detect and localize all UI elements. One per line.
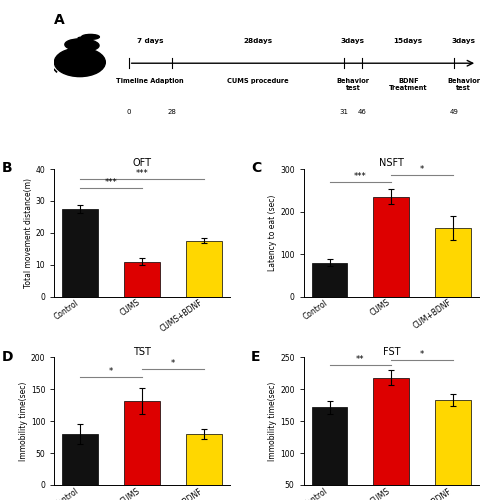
Text: 49: 49 — [450, 109, 459, 115]
Bar — [62, 209, 98, 296]
Text: ***: *** — [136, 168, 149, 177]
Text: 3days: 3days — [452, 38, 476, 44]
Text: *: * — [420, 166, 424, 174]
Text: D: D — [1, 350, 13, 364]
Text: 7 days: 7 days — [137, 38, 164, 44]
Ellipse shape — [82, 34, 99, 40]
Bar — [62, 434, 98, 485]
Ellipse shape — [78, 37, 88, 39]
Bar — [186, 241, 222, 296]
Bar — [373, 378, 410, 500]
Text: Behavior
test: Behavior test — [336, 78, 370, 90]
Title: TST: TST — [133, 346, 151, 356]
Text: *: * — [420, 350, 424, 359]
Bar — [312, 407, 347, 500]
Text: B: B — [1, 162, 12, 175]
Text: BDNF
Treatment: BDNF Treatment — [389, 78, 427, 90]
Text: Behavior
test: Behavior test — [447, 78, 480, 90]
Y-axis label: Latency to eat (sec): Latency to eat (sec) — [268, 194, 277, 271]
Text: 46: 46 — [358, 109, 367, 115]
Bar — [373, 196, 410, 296]
Bar — [435, 400, 471, 500]
Text: E: E — [251, 350, 260, 364]
Text: CUMS procedure: CUMS procedure — [227, 78, 288, 84]
Y-axis label: Immobility time(sec): Immobility time(sec) — [19, 382, 28, 461]
Title: NSFT: NSFT — [379, 158, 404, 168]
Text: ***: *** — [354, 172, 367, 180]
Y-axis label: Immobility time(sec): Immobility time(sec) — [268, 382, 277, 461]
Text: 31: 31 — [339, 109, 348, 115]
Bar — [186, 434, 222, 485]
Text: *: * — [109, 366, 113, 376]
Text: C: C — [251, 162, 261, 175]
Title: OFT: OFT — [132, 158, 152, 168]
Title: FST: FST — [383, 346, 400, 356]
Bar — [312, 262, 347, 296]
Text: ***: *** — [105, 178, 118, 187]
Text: 3days: 3days — [341, 38, 365, 44]
Text: 28days: 28days — [243, 38, 272, 44]
Y-axis label: Total movement distance(m): Total movement distance(m) — [24, 178, 33, 288]
Bar — [435, 228, 471, 296]
Text: 0: 0 — [126, 109, 131, 115]
Text: Timeline Adaption: Timeline Adaption — [117, 78, 184, 84]
Ellipse shape — [54, 48, 105, 76]
Text: 28: 28 — [167, 109, 176, 115]
Bar — [124, 262, 160, 296]
Ellipse shape — [65, 39, 99, 51]
Text: 15days: 15days — [394, 38, 423, 44]
Text: *: * — [171, 359, 175, 368]
Text: A: A — [54, 14, 65, 28]
Text: **: ** — [356, 355, 365, 364]
Bar — [124, 401, 160, 485]
